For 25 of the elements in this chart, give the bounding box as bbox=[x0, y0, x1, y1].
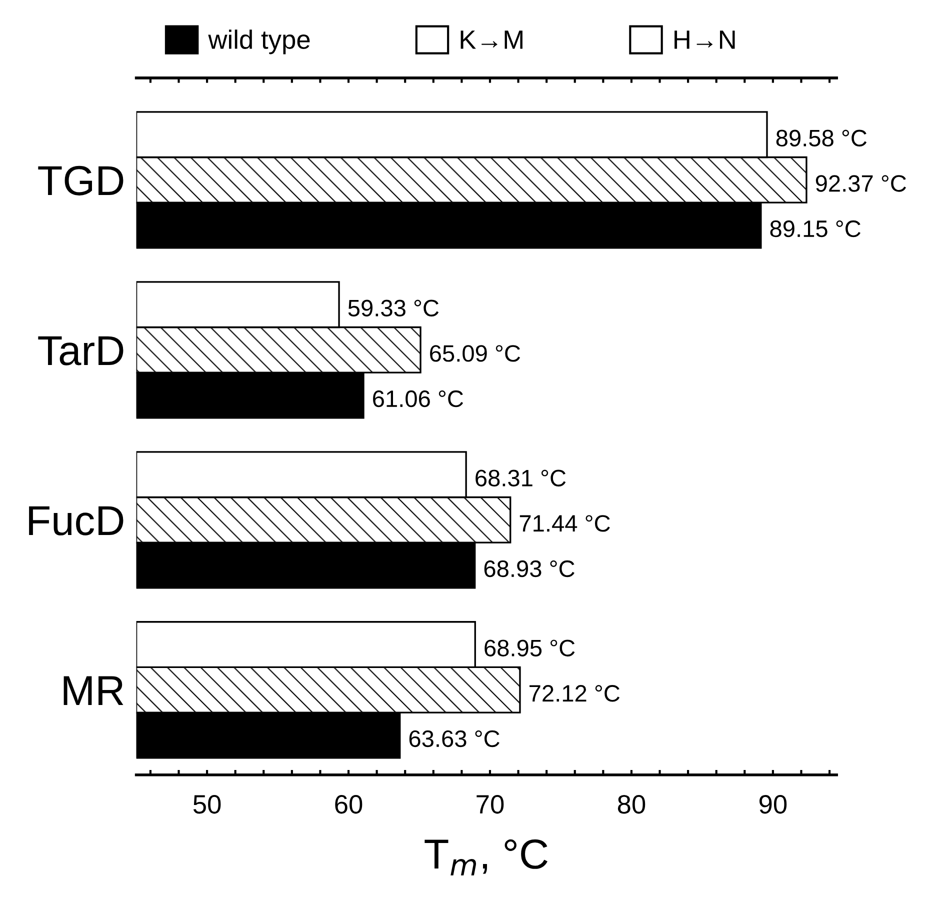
y-tick-label: TarD bbox=[38, 336, 124, 366]
legend-label: wild type bbox=[208, 30, 310, 54]
data-label: 63.63 °C bbox=[409, 730, 500, 748]
y-tick-label: FucD bbox=[29, 506, 124, 536]
legend-label: H→N bbox=[674, 30, 735, 49]
x-tick-label: 90 bbox=[760, 795, 787, 814]
y-tick-label: TGD bbox=[38, 166, 124, 196]
data-label: 72.12 °C bbox=[530, 685, 620, 702]
data-label: 61.06 °C bbox=[373, 390, 464, 408]
x-axis-title: T$_{m}$, °C bbox=[424, 839, 548, 876]
data-label: 68.93 °C bbox=[484, 560, 574, 578]
data-label: 65.09 °C bbox=[430, 345, 520, 362]
legend-label: K→M bbox=[460, 30, 522, 49]
data-label: 89.58 °C bbox=[776, 130, 867, 146]
data-label: 71.44 °C bbox=[520, 515, 610, 532]
data-label: 89.15 °C bbox=[770, 220, 860, 238]
y-tick-label: MR bbox=[64, 676, 124, 705]
data-label: 92.37 °C bbox=[816, 175, 906, 192]
x-tick-label: 70 bbox=[476, 795, 504, 814]
data-label: 59.33 °C bbox=[348, 300, 439, 316]
data-label: 68.95 °C bbox=[484, 640, 575, 656]
x-tick-label: 80 bbox=[618, 795, 646, 814]
data-label: 68.31 °C bbox=[476, 470, 566, 486]
x-tick-label: 50 bbox=[193, 795, 221, 814]
x-tick-label: 60 bbox=[335, 795, 362, 814]
